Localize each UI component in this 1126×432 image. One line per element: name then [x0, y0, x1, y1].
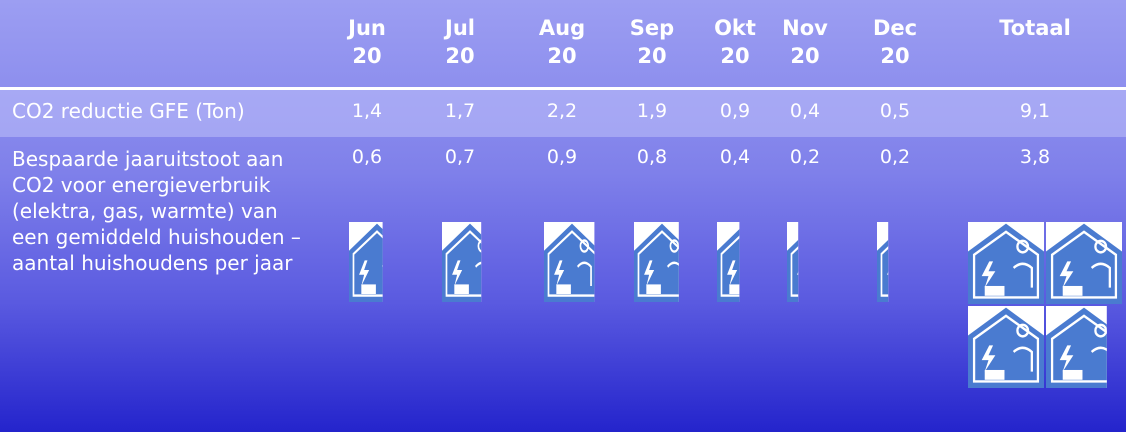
cell-value: 0,7 [444, 146, 476, 168]
cell-value: 0,9 [719, 100, 751, 122]
header-rule [0, 87, 1126, 90]
cell-value: 9,1 [1019, 100, 1051, 122]
cell-value: 0,4 [789, 100, 821, 122]
column-header: Aug 20 [538, 16, 586, 68]
cell-value: 0,8 [636, 146, 668, 168]
house-icon [787, 222, 799, 302]
cell-value: 0,5 [879, 100, 911, 122]
cell-value: 1,7 [444, 100, 476, 122]
house-icon [968, 222, 1044, 304]
cell-value: 1,4 [351, 100, 383, 122]
house-icon [442, 222, 482, 302]
row-label: Bespaarde jaaruitstoot aan CO2 voor ener… [12, 147, 301, 275]
row-band [0, 90, 1126, 137]
cell-value: 0,2 [879, 146, 911, 168]
column-header: Okt 20 [714, 16, 756, 68]
column-header: Jun 20 [348, 16, 386, 68]
cell-value: 0,4 [719, 146, 751, 168]
house-icon [349, 222, 383, 302]
house-icon [877, 222, 889, 302]
column-header: Totaal [999, 16, 1071, 40]
cell-value: 0,2 [789, 146, 821, 168]
house-icon [634, 222, 679, 302]
house-icon [544, 222, 595, 302]
row-label: CO2 reductie GFE (Ton) [12, 99, 245, 123]
cell-value: 3,8 [1019, 146, 1051, 168]
cell-value: 2,2 [546, 100, 578, 122]
house-icon [1046, 222, 1122, 304]
column-header: Jul 20 [445, 16, 475, 68]
house-icon [1046, 306, 1107, 388]
column-header: Sep 20 [629, 16, 675, 68]
column-header: Dec 20 [872, 16, 918, 68]
column-header: Nov 20 [782, 16, 828, 68]
house-icon [968, 306, 1044, 388]
cell-value: 1,9 [636, 100, 668, 122]
cell-value: 0,9 [546, 146, 578, 168]
house-icon [717, 222, 740, 302]
cell-value: 0,6 [351, 146, 383, 168]
